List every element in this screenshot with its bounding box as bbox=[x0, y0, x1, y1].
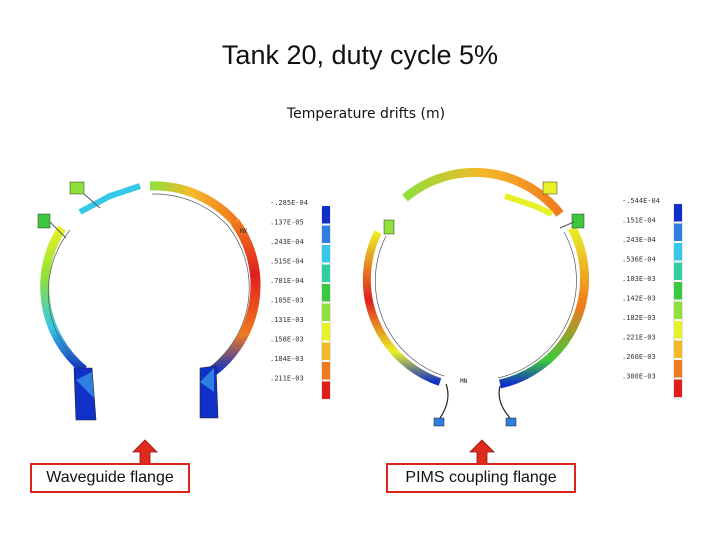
left-arrow-up-icon bbox=[132, 439, 158, 464]
left-legend-label: .184E-03 bbox=[270, 355, 304, 363]
left-legend-swatch bbox=[322, 362, 330, 380]
right-legend-swatch bbox=[674, 204, 682, 222]
left-legend-label: .243E-04 bbox=[270, 238, 304, 246]
left-ring-left-band bbox=[40, 225, 87, 374]
right-legend-swatch bbox=[674, 243, 682, 261]
left-legend-swatch bbox=[322, 284, 330, 302]
right-legend-label: .221E-03 bbox=[622, 334, 656, 342]
left-legend-swatch bbox=[322, 245, 330, 263]
right-legend-label: .142E-03 bbox=[622, 295, 656, 303]
slide-title: Tank 20, duty cycle 5% bbox=[221, 40, 499, 70]
right-ring-top-band bbox=[402, 167, 564, 217]
right-legend-swatch bbox=[674, 379, 682, 397]
left-legend-swatch bbox=[322, 323, 330, 341]
right-legend-label: .243E-04 bbox=[622, 236, 656, 244]
right-legend-label: .536E-04 bbox=[622, 256, 656, 264]
left-legend: -.285E-04 .137E-05 .243E-04 .515E-04 .781E-0… bbox=[270, 199, 331, 399]
left-legend-label: .211E-03 bbox=[270, 375, 304, 383]
left-legend-label: .781E-04 bbox=[270, 277, 304, 285]
right-ring-right-band bbox=[499, 225, 590, 389]
left-legend-label: .137E-05 bbox=[270, 219, 304, 227]
right-legend-label: .103E-03 bbox=[622, 275, 656, 283]
right-legend-label: -.544E-04 bbox=[622, 197, 660, 205]
left-marker-label: MX bbox=[240, 228, 248, 235]
left-ring-right-band bbox=[208, 219, 261, 377]
right-legend-swatch bbox=[674, 262, 682, 280]
right-legend-label: .151E-04 bbox=[622, 217, 656, 225]
right-legend-swatch bbox=[674, 301, 682, 319]
right-legend-swatch bbox=[674, 340, 682, 358]
waveguide-flange-callout: Waveguide flange bbox=[30, 463, 190, 493]
left-legend-label: .105E-03 bbox=[270, 297, 304, 305]
left-legend-swatch bbox=[322, 381, 330, 399]
left-legend-swatch bbox=[322, 303, 330, 321]
right-legend-swatch bbox=[674, 360, 682, 378]
left-legend-swatch bbox=[322, 225, 330, 243]
right-legend-swatch bbox=[674, 223, 682, 241]
left-ring-top-band bbox=[149, 181, 239, 226]
right-arrow-up-icon bbox=[469, 439, 495, 464]
right-legend-label: .260E-03 bbox=[622, 353, 656, 361]
left-thermal-ring: MX bbox=[37, 181, 261, 421]
right-legend-swatch bbox=[674, 321, 682, 339]
right-legend-label: .300E-03 bbox=[622, 373, 656, 381]
right-legend: -.544E-04 .151E-04 .243E-04 .536E-04 .103E-0… bbox=[622, 197, 683, 399]
right-legend-swatch bbox=[674, 282, 682, 300]
left-legend-label: .131E-03 bbox=[270, 316, 304, 324]
left-legend-label: .158E-03 bbox=[270, 336, 304, 344]
left-legend-label: .515E-04 bbox=[270, 258, 304, 266]
left-legend-swatch bbox=[322, 206, 330, 224]
left-legend-label: -.285E-04 bbox=[270, 199, 308, 207]
left-legend-swatch bbox=[322, 342, 330, 360]
right-ring-left-band bbox=[362, 230, 442, 386]
pims-flange-callout: PIMS coupling flange bbox=[386, 463, 576, 493]
figure-subtitle: Temperature drifts (m) bbox=[286, 106, 446, 122]
right-marker-label: MN bbox=[460, 378, 468, 385]
left-legend-swatch bbox=[322, 264, 330, 282]
right-legend-label: .182E-03 bbox=[622, 314, 656, 322]
right-thermal-ring: MN bbox=[362, 167, 590, 427]
